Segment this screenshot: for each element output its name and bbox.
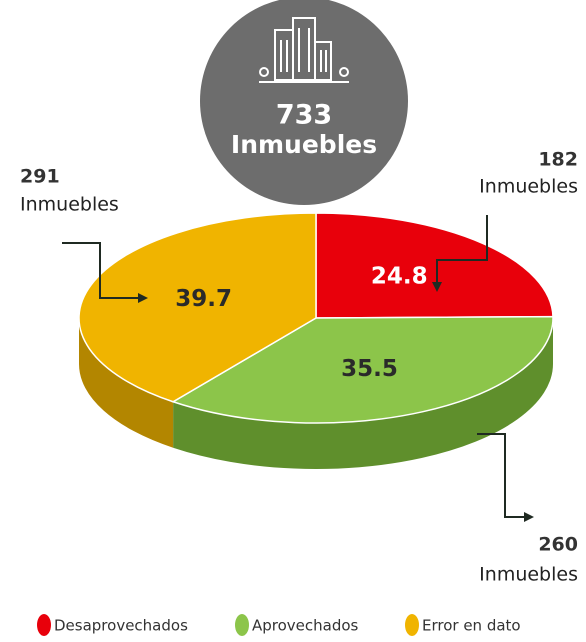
legend-label: Error en dato — [422, 617, 521, 635]
pie-sides — [79, 318, 553, 469]
arrow — [432, 215, 488, 292]
center-badge — [200, 0, 408, 205]
slice — [315, 212, 554, 319]
legend-swatch — [405, 614, 419, 636]
annotation-count: 291 — [20, 166, 60, 188]
center-count: 733 — [276, 100, 332, 131]
legend-label: Desaprovechados — [54, 617, 188, 635]
annotation-label: Inmuebles — [479, 176, 578, 198]
slice-label: 24.8 — [371, 263, 428, 289]
slice-label: 35.5 — [341, 356, 398, 382]
slice-label: 39.7 — [175, 286, 232, 312]
pie-tops: 24.8 35.5 39.7 — [78, 212, 554, 424]
annotation-count: 182 — [538, 149, 578, 171]
annotation-count: 260 — [538, 534, 578, 556]
annotation-label: Inmuebles — [479, 564, 578, 586]
annotation-label: Inmuebles — [20, 194, 119, 216]
arrow — [477, 433, 534, 522]
legend-label: Aprovechados — [252, 617, 359, 635]
center-label: Inmuebles — [231, 130, 377, 159]
slice — [171, 315, 554, 424]
legend-swatch — [37, 614, 51, 636]
legend-swatch — [235, 614, 249, 636]
slice-side — [79, 318, 174, 448]
slice-side — [173, 318, 553, 469]
slice — [78, 212, 317, 403]
legend: Desaprovechados Aprovechados Error en dato — [37, 614, 521, 636]
building-icon — [259, 17, 349, 83]
arrow — [62, 242, 148, 303]
